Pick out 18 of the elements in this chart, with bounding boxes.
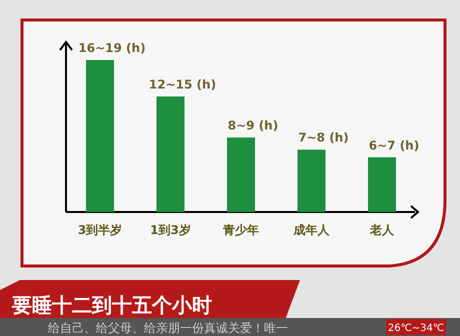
x-tick-label: 成年人 <box>292 223 330 237</box>
x-tick-label: 老人 <box>369 223 395 237</box>
x-tick-label: 3到半岁 <box>78 223 122 237</box>
bar <box>227 138 255 212</box>
x-tick-label: 1到3岁 <box>150 223 191 237</box>
annotation: 12~15 (h) <box>148 77 216 92</box>
annotation: 16~19 (h) <box>78 41 146 55</box>
annotation: 7~8 (h) <box>298 130 349 145</box>
annotation: 6~7 (h) <box>368 138 420 152</box>
text: 要睡十二到十五个小时 <box>11 293 212 317</box>
text: 26℃~34℃ <box>388 323 444 334</box>
bar <box>298 150 326 212</box>
bar <box>156 96 184 212</box>
bar <box>368 157 396 212</box>
annotation: 8~9 (h) <box>228 118 278 133</box>
x-tick-label: 青少年 <box>222 223 259 237</box>
text: 给自己、给父母、给亲朋一份真诚关爱！唯一 <box>48 321 288 335</box>
bar <box>86 60 114 212</box>
